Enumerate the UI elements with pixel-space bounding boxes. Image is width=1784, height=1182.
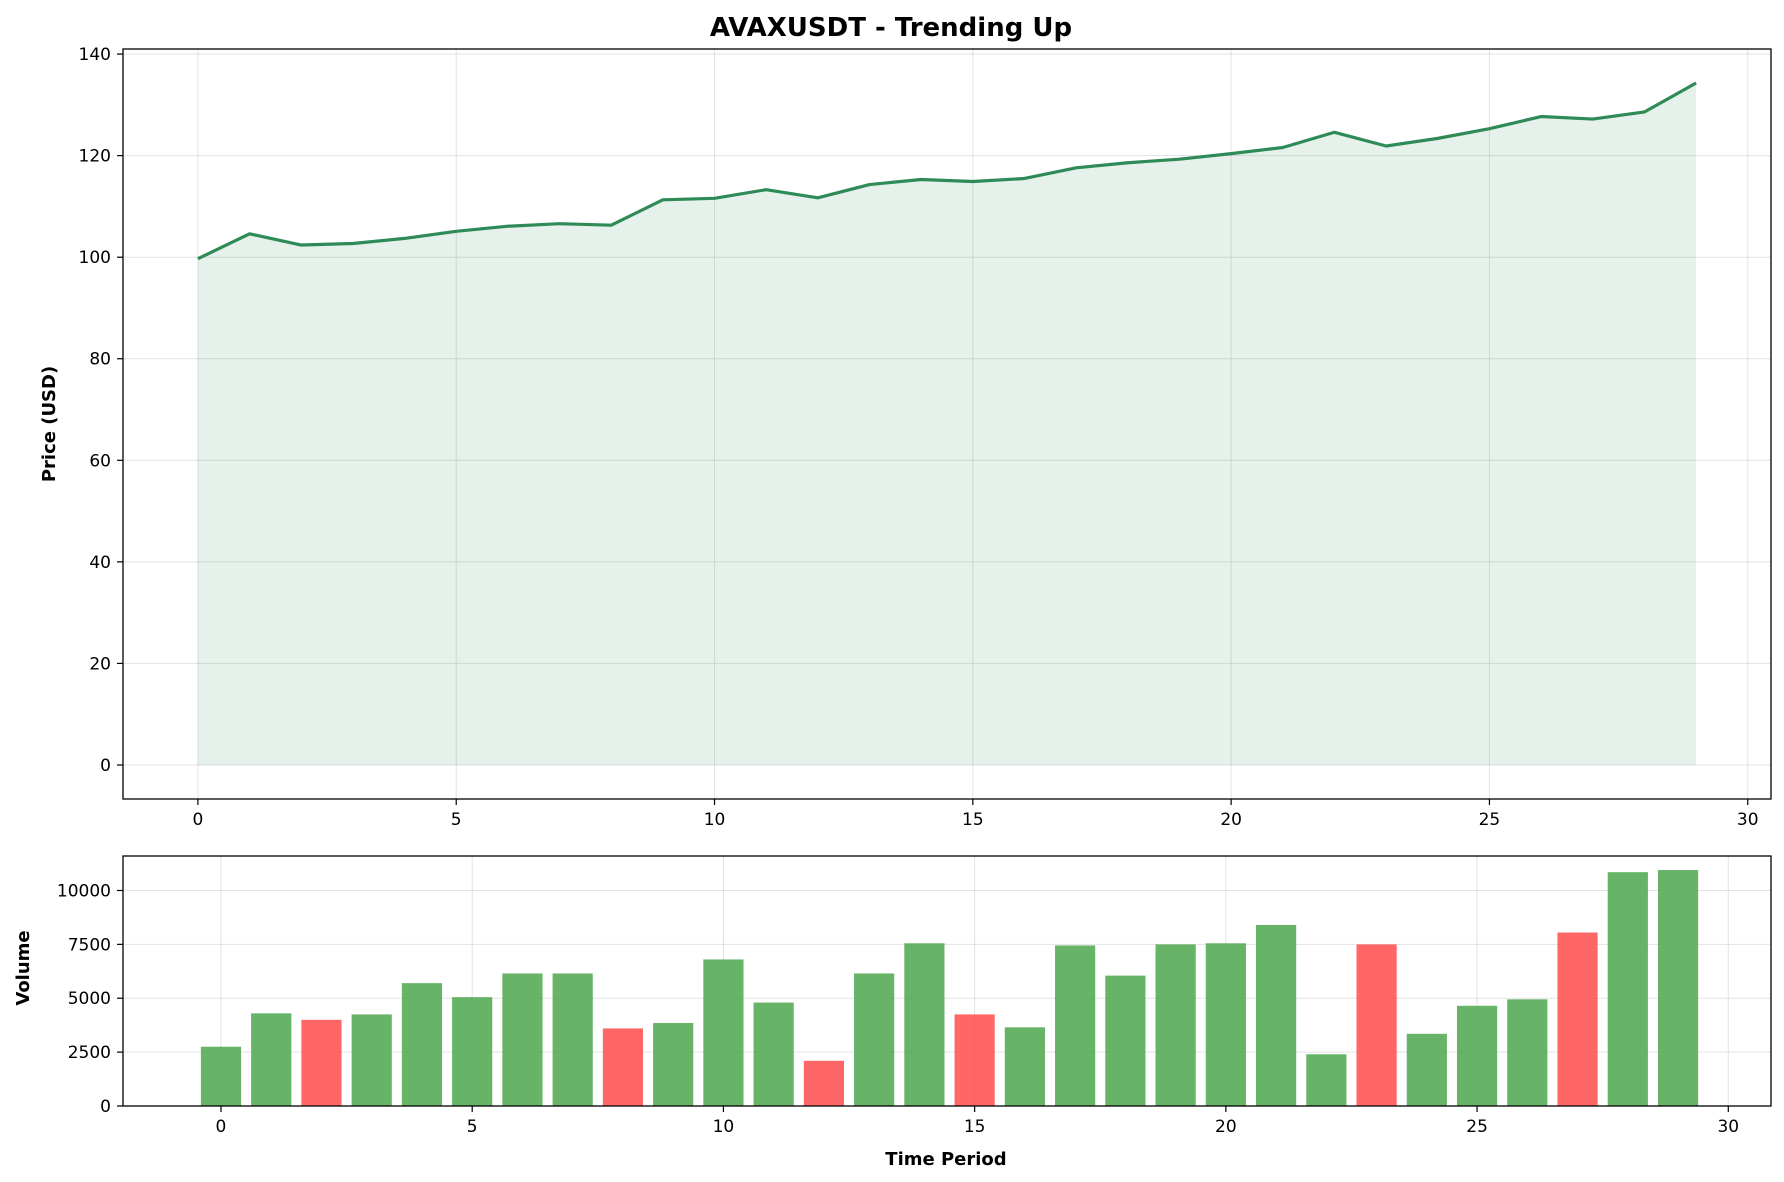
volume-bar	[1456, 1005, 1498, 1106]
price-y-tick-label: 120	[79, 147, 111, 167]
volume-bar	[251, 1013, 292, 1106]
price-gridlines	[123, 49, 1771, 799]
volume-x-tick-label: 5	[467, 1117, 478, 1137]
volume-bar	[1105, 975, 1146, 1106]
volume-x-axis-label: Time Period	[885, 1149, 1006, 1170]
volume-bar	[351, 1014, 392, 1106]
price-line	[197, 81, 1697, 261]
volume-bar	[954, 1014, 995, 1106]
volume-y-tick-label: 10000	[57, 881, 111, 901]
price-area-fill	[197, 83, 1697, 765]
price-chart-title: AVAXUSDT - Trending Up	[710, 13, 1072, 43]
volume-bar	[1155, 944, 1196, 1106]
volume-y-axis-label: Volume	[13, 930, 34, 1005]
volume-bars	[200, 870, 1699, 1106]
volume-bar	[1256, 924, 1297, 1106]
volume-bar	[1356, 944, 1397, 1106]
price-y-tick-label: 0	[100, 756, 111, 776]
volume-bar	[502, 973, 543, 1106]
price-x-tick-label: 5	[451, 810, 462, 830]
volume-bar	[753, 1002, 794, 1106]
volume-bar	[1205, 943, 1246, 1106]
volume-bar	[653, 1023, 694, 1106]
volume-bar	[904, 943, 945, 1106]
volume-bar	[1557, 932, 1598, 1106]
volume-bar	[301, 1019, 342, 1106]
price-x-tick-label: 30	[1737, 810, 1759, 830]
volume-y-tick-label: 0	[100, 1097, 111, 1117]
price-x-tick-label: 20	[1220, 810, 1242, 830]
price-x-tick-label: 15	[962, 810, 984, 830]
price-y-tick-label: 80	[89, 350, 111, 370]
volume-bar	[703, 959, 744, 1106]
price-panel: 0 5 10 15 20 25 30 0 20 40 60 80 100 120 140 Price (US…	[39, 45, 1772, 830]
volume-bar	[1507, 999, 1548, 1106]
price-axes-frame	[122, 48, 1772, 800]
volume-panel: 0 5 10 15 20 25 30 0 2500 5000 7500 10000 Volume Ti…	[13, 855, 1772, 1170]
price-ticks: 0 5 10 15 20 25 30 0 20 40 60 80 100 120 140	[79, 45, 1759, 830]
volume-x-tick-label: 10	[713, 1117, 735, 1137]
volume-x-tick-label: 30	[1717, 1117, 1739, 1137]
volume-bar	[1607, 872, 1648, 1106]
volume-bar	[803, 1060, 844, 1106]
price-y-axis-label: Price (USD)	[39, 366, 60, 482]
volume-x-tick-label: 15	[964, 1117, 986, 1137]
volume-bar	[1306, 1054, 1347, 1106]
volume-bar	[1657, 870, 1699, 1106]
price-x-tick-label: 25	[1479, 810, 1501, 830]
price-y-tick-label: 40	[89, 553, 111, 573]
volume-bar	[401, 983, 443, 1106]
volume-x-tick-label: 0	[216, 1117, 227, 1137]
volume-bar	[1406, 1033, 1447, 1106]
volume-y-tick-label: 7500	[68, 935, 111, 955]
volume-bar	[602, 1028, 644, 1106]
price-y-tick-label: 140	[79, 45, 111, 65]
price-y-tick-label: 100	[79, 248, 111, 268]
volume-bar	[854, 973, 895, 1106]
volume-y-tick-label: 5000	[68, 989, 111, 1009]
price-y-tick-label: 60	[89, 451, 111, 471]
volume-x-tick-label: 25	[1466, 1117, 1488, 1137]
volume-ticks: 0 5 10 15 20 25 30 0 2500 5000 7500 10000	[57, 881, 1739, 1137]
price-x-tick-label: 10	[704, 810, 726, 830]
volume-bar	[552, 973, 593, 1106]
volume-bar	[200, 1046, 242, 1106]
price-x-tick-label: 0	[192, 810, 203, 830]
volume-bar	[1004, 1027, 1045, 1106]
volume-y-tick-label: 2500	[68, 1043, 111, 1063]
volume-axes-frame	[122, 855, 1772, 1107]
volume-bar	[1055, 945, 1096, 1106]
price-y-tick-label: 20	[89, 654, 111, 674]
volume-x-tick-label: 20	[1215, 1117, 1237, 1137]
volume-bar	[452, 997, 493, 1106]
